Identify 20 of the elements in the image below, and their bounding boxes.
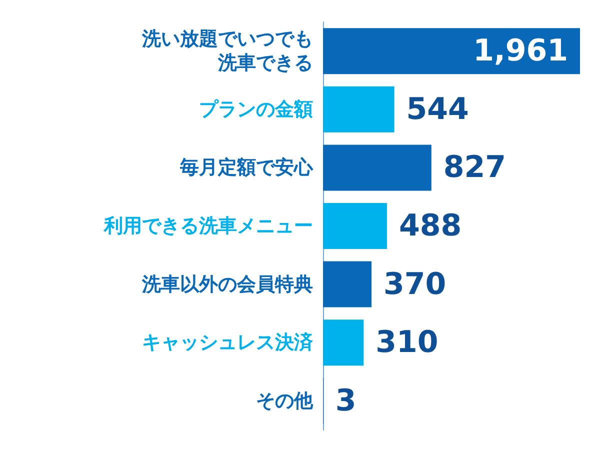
data-label: 370 <box>383 266 446 302</box>
bar <box>323 203 387 249</box>
data-label: 3 <box>335 383 356 418</box>
bar <box>323 86 394 132</box>
bar <box>323 144 432 191</box>
data-label: 488 <box>398 208 462 244</box>
y-tick-label: プランの金額 <box>199 98 313 120</box>
y-tick-label: キャッシュレス決済 <box>142 332 314 354</box>
data-label: 1,961 <box>473 34 568 69</box>
y-tick-label: 毎月定額で安心 <box>179 156 314 179</box>
data-label: 544 <box>406 92 469 127</box>
bar <box>323 320 364 366</box>
data-label: 827 <box>443 150 506 186</box>
y-tick-label: 洗い放題でいつでも洗車できる <box>141 28 313 74</box>
bar <box>323 28 580 74</box>
data-label: 310 <box>376 325 438 360</box>
bar <box>323 261 372 308</box>
y-tick-label: 洗車以外の会員特典 <box>141 273 313 296</box>
y-tick-label: 利用できる洗車メニュー <box>103 215 313 237</box>
y-tick-label: その他 <box>256 390 314 412</box>
